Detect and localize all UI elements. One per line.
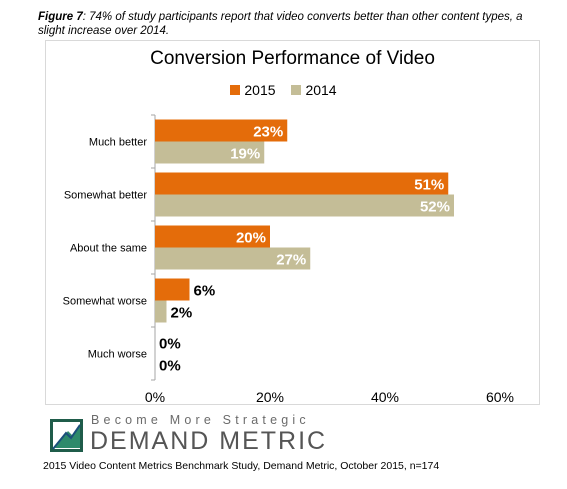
figure-caption: Figure 7: 74% of study participants repo… xyxy=(38,10,538,38)
bar-2014 xyxy=(155,141,265,164)
legend-label-2015: 2015 xyxy=(244,82,276,98)
data-label-2015: 6% xyxy=(194,283,216,300)
bar-2015 xyxy=(155,278,190,301)
figure-caption-text: : 74% of study participants report that … xyxy=(38,11,523,37)
chart-frame xyxy=(45,40,540,405)
brand-name: DEMAND METRIC xyxy=(90,427,328,455)
demand-metric-logo-icon xyxy=(50,419,83,452)
bar-2015 xyxy=(155,119,288,142)
data-label-2014: 2% xyxy=(171,305,193,322)
x-tick-label: 0% xyxy=(145,389,165,405)
x-tick-label: 20% xyxy=(256,389,284,405)
category-label: About the same xyxy=(70,243,147,255)
bar-2015 xyxy=(155,225,270,248)
chart-legend: 2015 2014 xyxy=(0,82,567,98)
data-label-2015: 0% xyxy=(159,336,181,353)
data-label-2014: 52% xyxy=(420,199,450,216)
legend-swatch-2014 xyxy=(291,85,302,95)
source-note: 2015 Video Content Metrics Benchmark Stu… xyxy=(43,460,440,472)
data-label-2015: 20% xyxy=(236,230,266,247)
legend-item-2015: 2015 xyxy=(230,82,276,98)
legend-item-2014: 2014 xyxy=(291,82,337,98)
bar-2014 xyxy=(155,300,167,323)
x-tick-label: 60% xyxy=(486,389,514,405)
bar-2014 xyxy=(155,247,311,270)
bar-2015 xyxy=(155,172,449,195)
data-label-2014: 0% xyxy=(159,358,181,375)
data-label-2014: 27% xyxy=(276,252,306,269)
category-label: Much better xyxy=(89,137,147,149)
chart-title: Conversion Performance of Video xyxy=(150,48,435,69)
category-label: Much worse xyxy=(88,349,147,361)
bar-2014 xyxy=(155,194,454,217)
data-label-2015: 51% xyxy=(414,177,444,194)
x-tick-label: 40% xyxy=(371,389,399,405)
category-label: Somewhat worse xyxy=(63,296,147,308)
data-label-2014: 19% xyxy=(230,146,260,163)
legend-swatch-2015 xyxy=(230,85,241,95)
figure-label: Figure 7 xyxy=(38,11,83,23)
brand-block: Become More Strategic DEMAND METRIC xyxy=(50,413,350,455)
brand-tagline: Become More Strategic xyxy=(91,413,310,427)
category-label: Somewhat better xyxy=(64,190,147,202)
data-label-2015: 23% xyxy=(253,124,283,141)
legend-label-2014: 2014 xyxy=(305,82,337,98)
